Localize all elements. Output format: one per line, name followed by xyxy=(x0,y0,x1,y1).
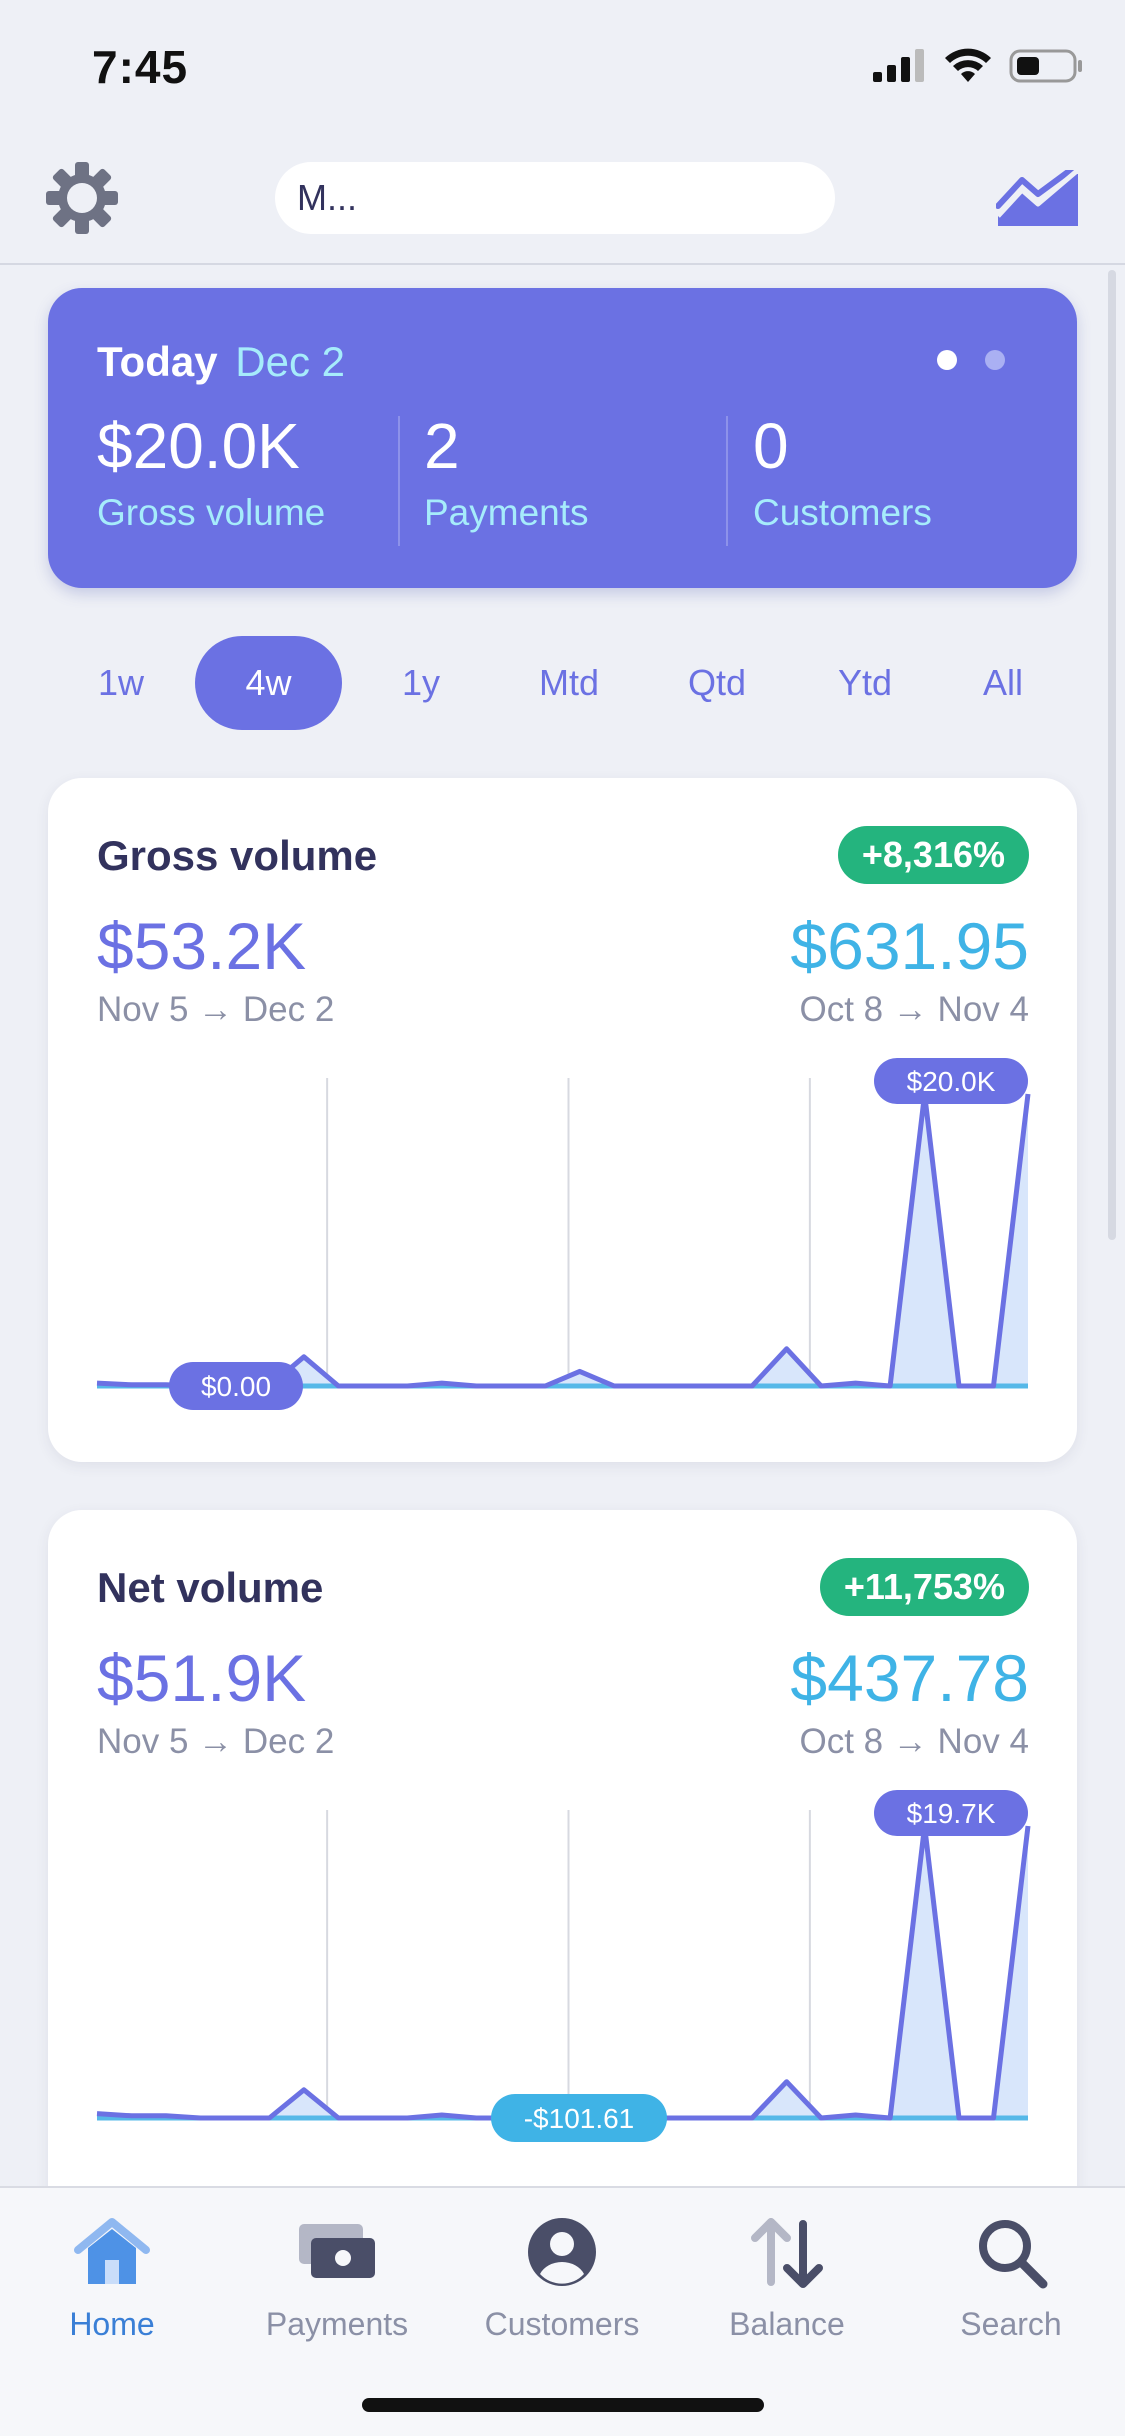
today-label: Today xyxy=(97,338,218,385)
balance-icon xyxy=(751,2218,823,2288)
stat-payments: 2 Payments xyxy=(424,414,589,534)
tab-customers[interactable]: Customers xyxy=(462,2212,662,2343)
home-icon xyxy=(74,2218,150,2284)
stat-gross-volume: $20.0K Gross volume xyxy=(97,414,325,534)
period-qtd[interactable]: Qtd xyxy=(687,662,747,703)
current-value: $53.2K xyxy=(97,909,307,983)
stat-value: 0 xyxy=(753,410,789,482)
account-name[interactable]: M... xyxy=(275,162,835,234)
period-ytd[interactable]: Ytd xyxy=(837,662,893,703)
stat-value: $20.0K xyxy=(97,410,300,482)
chart-max-label: $19.7K xyxy=(874,1790,1028,1836)
tab-label: Customers xyxy=(484,2306,640,2342)
stat-divider xyxy=(726,416,728,546)
tab-bar: Home Payments Customers Balance Search xyxy=(0,2186,1125,2436)
period-1y[interactable]: 1y xyxy=(401,662,441,703)
current-value: $51.9K xyxy=(97,1641,307,1715)
stat-label: Gross volume xyxy=(97,492,326,533)
trend-chart-icon[interactable] xyxy=(996,170,1080,230)
search-icon xyxy=(979,2220,1048,2289)
tab-balance[interactable]: Balance xyxy=(687,2212,887,2343)
current-range: Nov 5 → Dec 2 xyxy=(97,990,335,1029)
svg-text:$19.7K: $19.7K xyxy=(907,1798,996,1829)
cellular-signal-icon xyxy=(873,49,924,82)
current-range: Nov 5 → Dec 2 xyxy=(97,1722,335,1761)
chart-max-label: $20.0K xyxy=(874,1058,1028,1104)
chart-line-current xyxy=(96,1091,1031,1389)
stat-label: Customers xyxy=(753,492,932,533)
tab-search[interactable]: Search xyxy=(911,2212,1111,2343)
net-volume-chart[interactable]: $19.7K -$101.61 xyxy=(48,1510,1077,2210)
card-title: Net volume xyxy=(97,1564,324,1611)
svg-text:$0.00: $0.00 xyxy=(201,1371,271,1402)
chart-area xyxy=(97,1826,1028,2118)
gear-icon[interactable] xyxy=(44,160,120,236)
card-title: Gross volume xyxy=(97,832,378,879)
page-dot xyxy=(985,350,1005,370)
previous-range: Oct 8 → Nov 4 xyxy=(799,990,1029,1029)
stat-customers: 0 Customers xyxy=(753,414,932,534)
today-title: Today Dec 2 xyxy=(97,338,345,386)
tab-label: Payments xyxy=(265,2306,409,2342)
chart-min-label: $0.00 xyxy=(169,1362,303,1410)
svg-text:$20.0K: $20.0K xyxy=(907,1066,996,1097)
status-time: 7:45 xyxy=(92,41,189,93)
chart-min-label: -$101.61 xyxy=(491,2094,667,2142)
status-bar: 7:45 xyxy=(0,0,1125,132)
today-summary-card[interactable]: Today Dec 2 $20.0K Gross volume 2 Paymen… xyxy=(48,288,1077,588)
previous-range: Oct 8 → Nov 4 xyxy=(799,1722,1029,1761)
scrollbar[interactable] xyxy=(1108,270,1116,1240)
customer-icon xyxy=(528,2218,596,2286)
stat-divider xyxy=(398,416,400,546)
app-header: M... xyxy=(0,132,1125,265)
page-dot-active xyxy=(937,350,957,370)
page-indicator[interactable] xyxy=(937,350,1005,370)
home-indicator[interactable] xyxy=(362,2398,764,2412)
change-badge: +8,316% xyxy=(837,826,1029,884)
period-all[interactable]: All xyxy=(982,662,1023,703)
period-selector: 1w 4w 1y Mtd Qtd Ytd All xyxy=(48,636,1077,730)
previous-value: $437.78 xyxy=(790,1641,1029,1715)
tab-payments[interactable]: Payments xyxy=(237,2212,437,2343)
tab-label: Search xyxy=(960,2306,1062,2342)
wifi-icon xyxy=(945,48,991,82)
change-badge: +11,753% xyxy=(819,1558,1029,1616)
status-icons xyxy=(871,48,1085,84)
payments-icon xyxy=(299,2224,375,2278)
tab-home[interactable]: Home xyxy=(12,2212,212,2343)
gross-volume-card[interactable]: Gross volume +8,316% $53.2K $631.95 Nov … xyxy=(48,778,1077,1462)
chart-line-current xyxy=(96,1823,1031,2121)
svg-text:-$101.61: -$101.61 xyxy=(524,2103,635,2134)
today-date: Dec 2 xyxy=(235,338,345,385)
battery-icon xyxy=(1009,49,1082,83)
tab-label: Home xyxy=(69,2306,155,2342)
chart-area xyxy=(97,1094,1028,1386)
tab-label: Balance xyxy=(729,2306,845,2342)
previous-value: $631.95 xyxy=(790,909,1029,983)
period-1w[interactable]: 1w xyxy=(97,662,145,703)
stat-label: Payments xyxy=(424,492,589,533)
period-mtd[interactable]: Mtd xyxy=(538,662,599,703)
net-volume-card[interactable]: Net volume +11,753% $51.9K $437.78 Nov 5… xyxy=(48,1510,1077,2230)
gross-volume-chart[interactable]: $20.0K $0.00 xyxy=(48,778,1077,1478)
stat-value: 2 xyxy=(424,410,460,482)
period-4w[interactable]: 4w xyxy=(195,636,342,730)
